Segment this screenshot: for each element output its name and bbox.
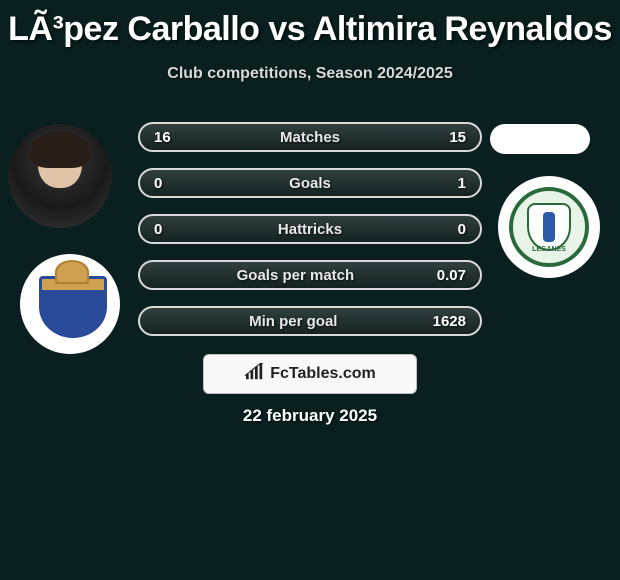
stat-label: Min per goal	[249, 313, 337, 330]
stat-right-value: 1628	[433, 313, 466, 330]
stat-row: Min per goal 1628	[138, 306, 482, 336]
stat-label: Goals	[289, 175, 331, 192]
stat-right-value: 15	[449, 129, 466, 146]
stat-right-value: 1	[458, 175, 466, 192]
comparison-card: LÃ³pez Carballo vs Altimira Reynaldos Cl…	[0, 0, 620, 445]
stat-row: 16 Matches 15	[138, 122, 482, 152]
watermark-text: FcTables.com	[270, 365, 376, 383]
crest-shape-icon	[35, 272, 105, 336]
stat-left-value: 0	[154, 175, 162, 192]
stat-label: Matches	[280, 129, 340, 146]
page-subtitle: Club competitions, Season 2024/2025	[0, 65, 620, 83]
club-right-crest: LEGANES	[498, 176, 600, 278]
player-right-avatar	[490, 124, 590, 154]
stat-row: 0 Hattricks 0	[138, 214, 482, 244]
stat-left-value: 16	[154, 129, 171, 146]
stat-right-value: 0.07	[437, 267, 466, 284]
stat-row: 0 Goals 1	[138, 168, 482, 198]
stat-row: Goals per match 0.07	[138, 260, 482, 290]
page-title: LÃ³pez Carballo vs Altimira Reynaldos	[0, 0, 620, 49]
player-left-avatar	[8, 124, 112, 228]
club-left-crest	[20, 254, 120, 354]
stat-label: Hattricks	[278, 221, 342, 238]
stat-label: Goals per match	[237, 267, 355, 284]
bar-chart-icon	[244, 363, 266, 386]
stat-right-value: 0	[458, 221, 466, 238]
club-right-label: LEGANES	[532, 246, 566, 253]
watermark-badge: FcTables.com	[203, 354, 417, 394]
stat-left-value: 0	[154, 221, 162, 238]
footer-date: 22 february 2025	[0, 406, 620, 426]
crest-shape-icon: LEGANES	[509, 187, 589, 267]
